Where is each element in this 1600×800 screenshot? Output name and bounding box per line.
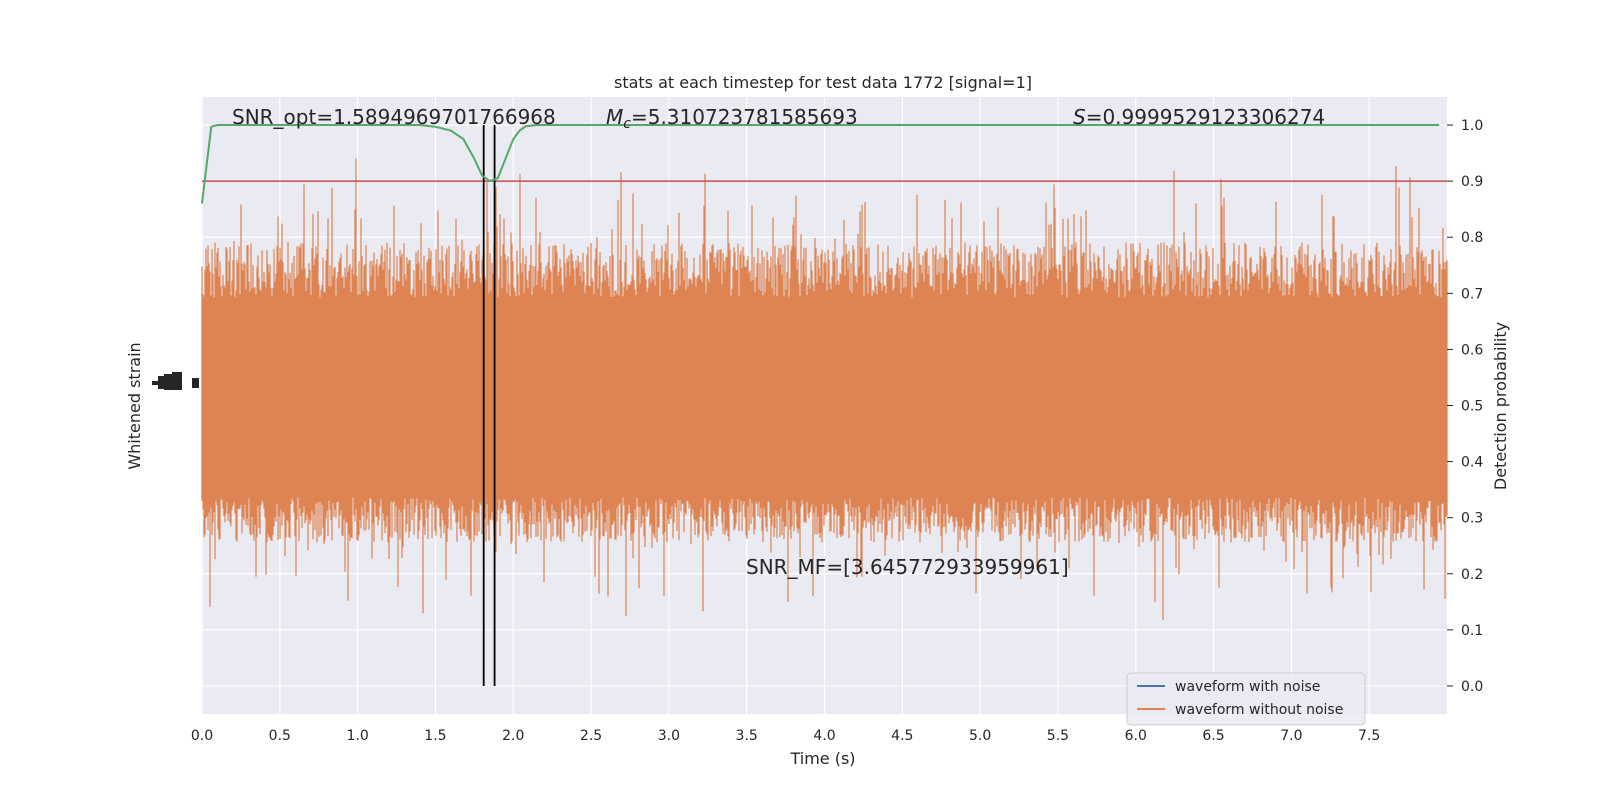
statistic-value: =0.9999529123306274 (1086, 105, 1325, 129)
chirp-mass-value: =5.310723781585693 (631, 105, 858, 129)
strain-core (202, 317, 1447, 448)
snr-opt-annotation: SNR_opt=1.5894969701766968 (232, 105, 556, 129)
x-tick-label: 1.0 (346, 728, 368, 744)
event-markers (482, 125, 496, 686)
x-tick-label: 2.0 (502, 728, 524, 744)
x-tick-label: 5.5 (1047, 728, 1069, 744)
x-tick-label: 0.0 (191, 728, 213, 744)
right-axis-ticks: 0.0 0.1 0.2 0.3 0.4 0.5 0.6 0.7 0.8 0.9 1.0 (1447, 118, 1483, 695)
chart-title: stats at each timestep for test data 177… (614, 73, 1032, 92)
x-tick-label: 7.5 (1358, 728, 1380, 744)
x-tick-label: 1.5 (424, 728, 446, 744)
x-tick-label: 5.0 (969, 728, 991, 744)
y-tick-label: 0.9 (1461, 174, 1483, 190)
x-tick-label: 6.5 (1202, 728, 1224, 744)
y-tick-label: 0.2 (1461, 567, 1483, 583)
y-tick-label: 0.6 (1461, 342, 1483, 358)
x-tick-label: 4.5 (891, 728, 913, 744)
x-tick-label: 7.0 (1280, 728, 1302, 744)
x-tick-label: 3.5 (736, 728, 758, 744)
chirp-mass-annotation: Mc=5.310723781585693 (606, 105, 858, 132)
y-tick-label: 0.4 (1461, 455, 1483, 471)
y-tick-label: 0.1 (1461, 623, 1483, 639)
y-tick-label: 0.7 (1461, 286, 1483, 302)
x-axis-ticks: 0.0 0.5 1.0 1.5 2.0 2.5 3.0 3.5 4.0 4.5 5.0 5.5 6.0 6… (191, 728, 1380, 744)
statistic-annotation: S=0.9999529123306274 (1073, 105, 1325, 129)
x-tick-label: 4.0 (813, 728, 835, 744)
right-axis-label: Detection probability (1491, 322, 1510, 490)
legend-label-without-noise: waveform without noise (1175, 702, 1343, 718)
legend-label-with-noise: waveform with noise (1175, 679, 1320, 695)
left-axis-overlapped-ticks-icon (152, 372, 199, 390)
detection-probability-line (201, 124, 1440, 204)
snr-mf-annotation: SNR_MF=[3.645772933959961] (746, 555, 1069, 579)
x-tick-label: 0.5 (269, 728, 291, 744)
x-tick-label: 6.0 (1125, 728, 1147, 744)
x-tick-label: 2.5 (580, 728, 602, 744)
x-tick-label: 3.0 (658, 728, 680, 744)
chirp-mass-subscript: c (623, 116, 631, 132)
legend: waveform with noise waveform without noi… (1126, 672, 1366, 726)
y-tick-label: 0.5 (1461, 399, 1483, 415)
chirp-mass-symbol: M (606, 105, 623, 129)
left-axis-label: Whitened strain (125, 342, 144, 469)
y-tick-label: 0.0 (1461, 679, 1483, 695)
y-tick-label: 1.0 (1461, 118, 1483, 134)
statistic-symbol: S (1073, 105, 1086, 129)
x-axis-label: Time (s) (789, 749, 855, 768)
waveform-without-noise-series (201, 158, 1448, 621)
y-tick-label: 0.8 (1461, 230, 1483, 246)
y-tick-label: 0.3 (1461, 511, 1483, 527)
